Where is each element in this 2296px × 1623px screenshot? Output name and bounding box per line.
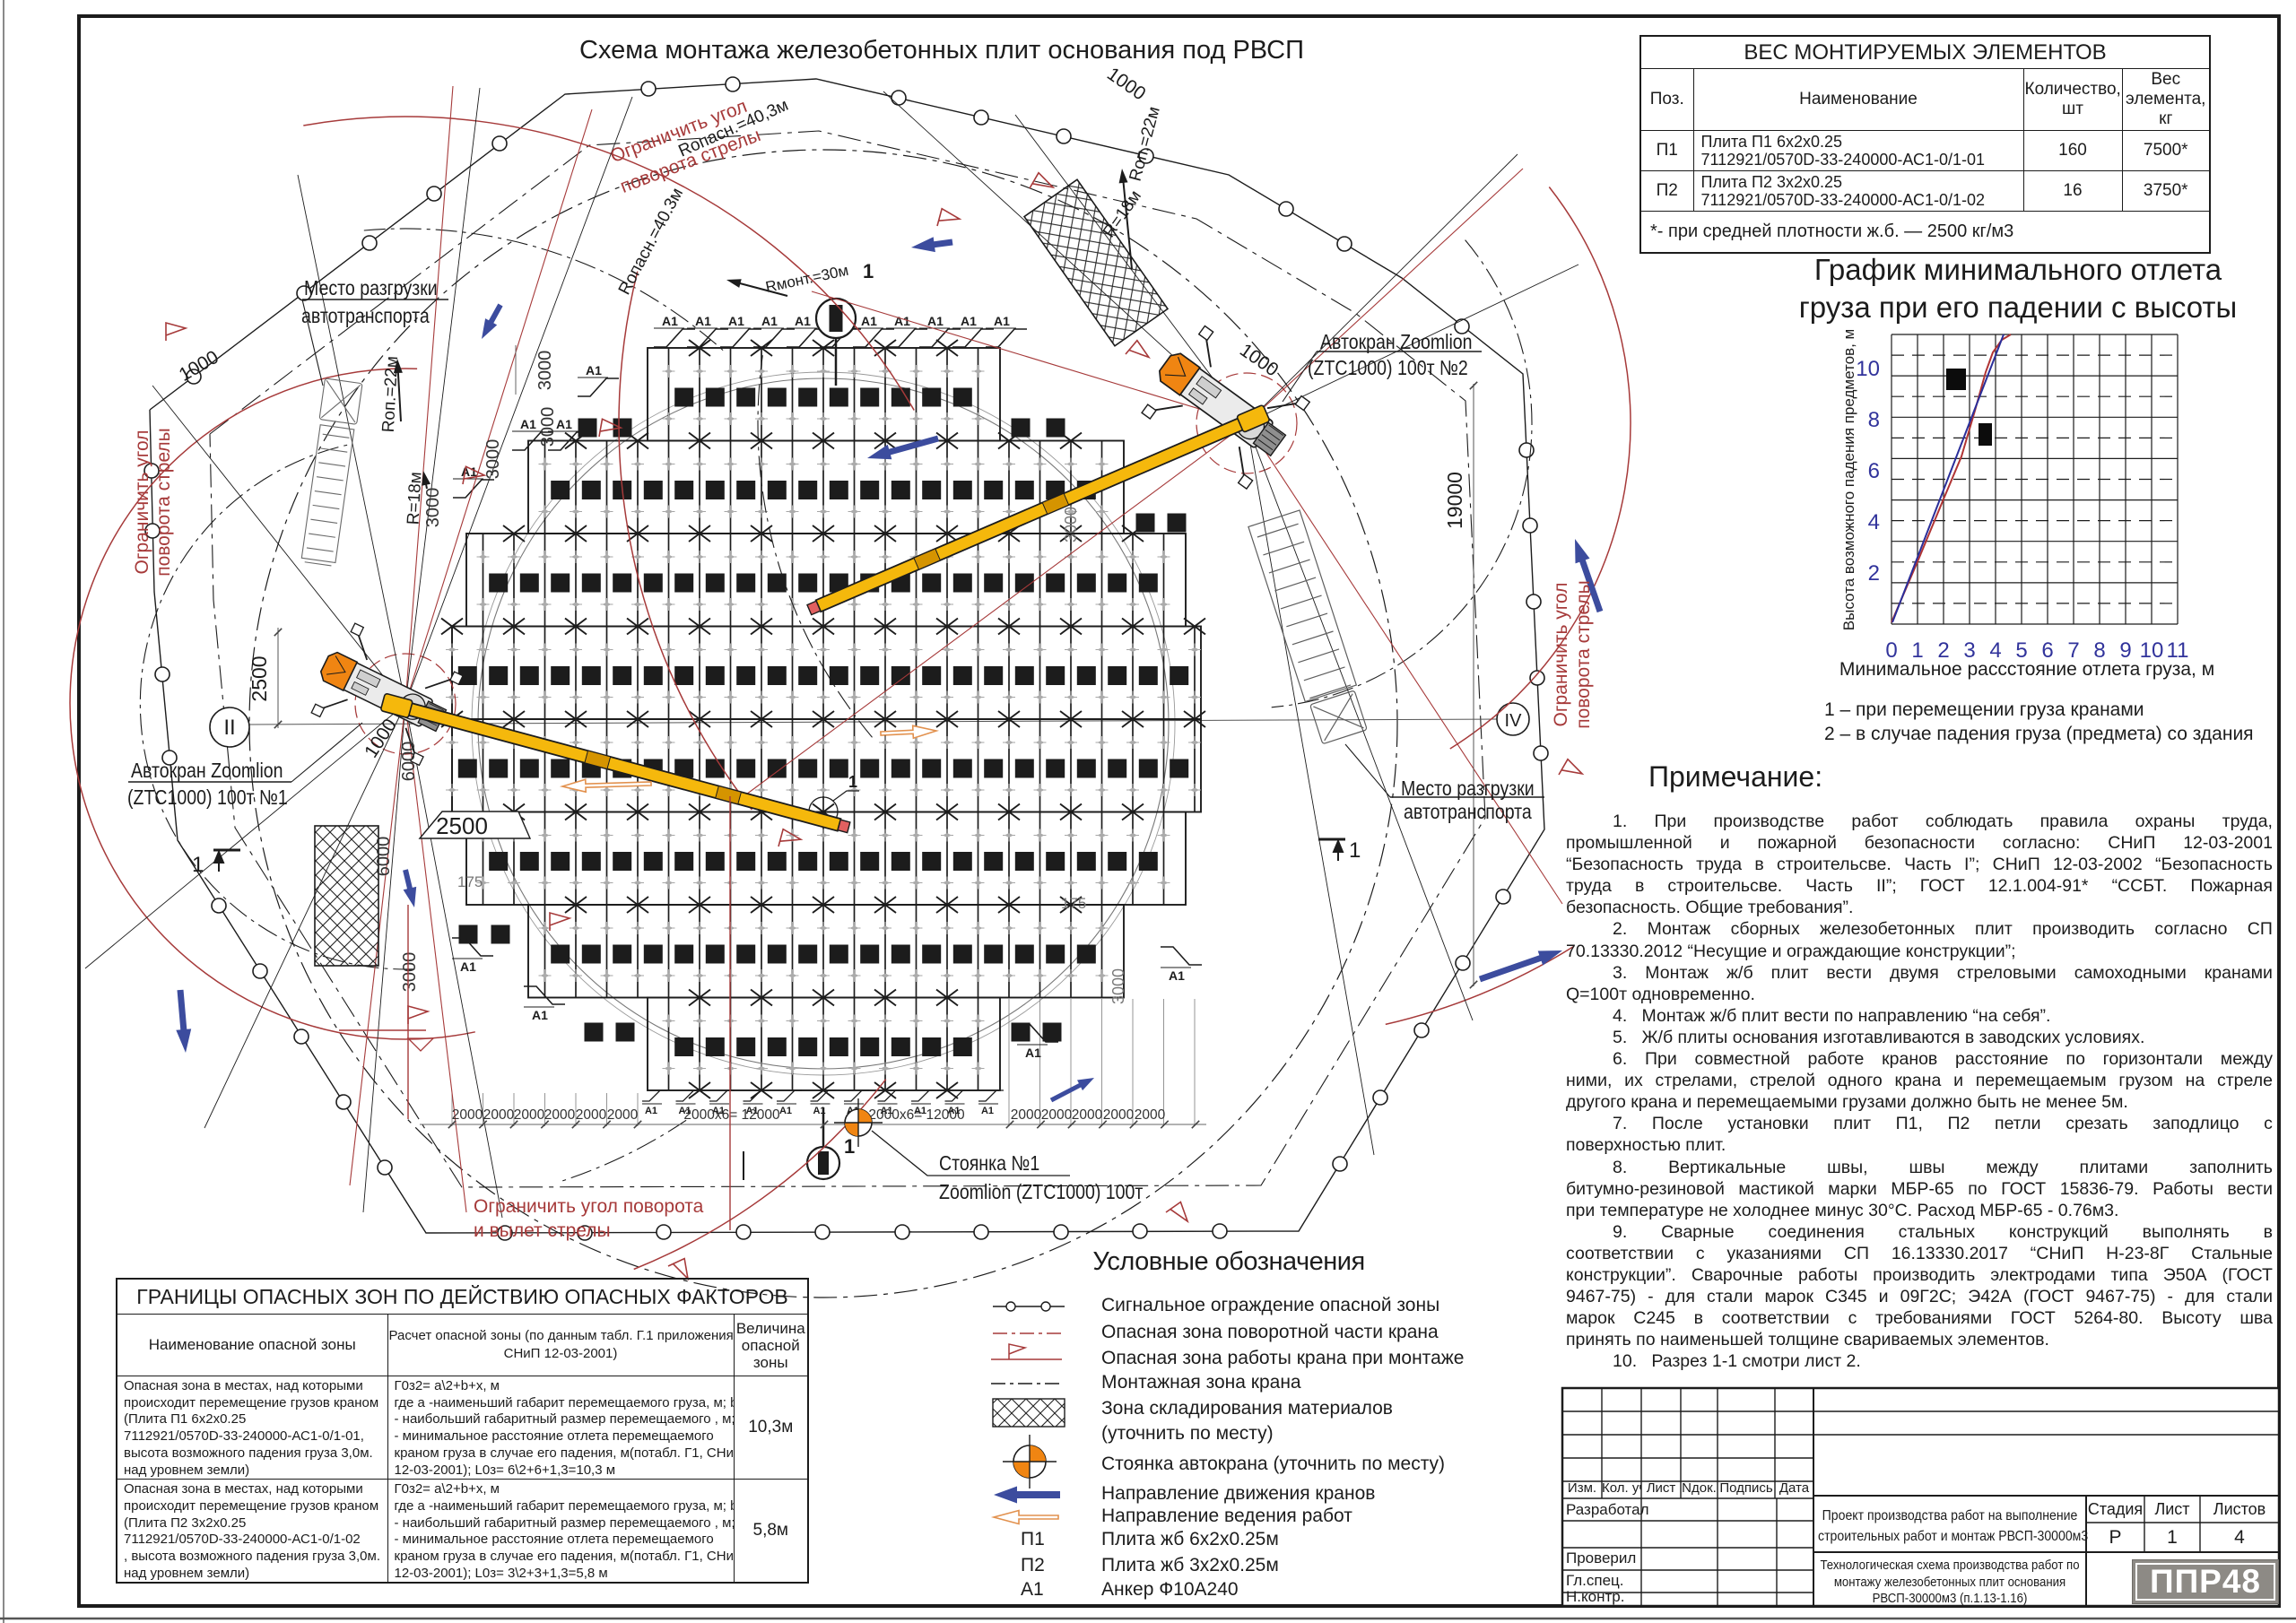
- svg-text:2000: 2000: [1135, 1107, 1166, 1123]
- svg-text:2000: 2000: [514, 1107, 545, 1123]
- svg-text:10: 10: [2140, 638, 2164, 663]
- svg-text:2000: 2000: [1072, 1107, 1103, 1123]
- svg-text:1: 1: [848, 773, 857, 791]
- svg-text:1000: 1000: [1103, 64, 1149, 105]
- svg-text:8: 8: [2093, 638, 2105, 663]
- svg-text:IV: IV: [1505, 711, 1523, 731]
- svg-text:2000: 2000: [576, 1107, 607, 1123]
- svg-text:А1: А1: [1025, 1046, 1041, 1060]
- svg-text:R=18м: R=18м: [1100, 187, 1145, 241]
- svg-text:1: 1: [1911, 638, 1923, 663]
- svg-text:А1: А1: [712, 1106, 725, 1116]
- svg-text:А1: А1: [586, 363, 602, 378]
- svg-text:2000: 2000: [607, 1107, 639, 1123]
- svg-text:А1: А1: [678, 1106, 691, 1116]
- svg-text:175: 175: [457, 873, 483, 890]
- svg-text:А1: А1: [761, 314, 778, 328]
- svg-text:А1: А1: [556, 417, 572, 431]
- svg-text:2500: 2500: [248, 655, 271, 701]
- svg-text:5: 5: [2015, 638, 2027, 663]
- svg-text:3000: 3000: [535, 351, 555, 391]
- svg-text:2000: 2000: [452, 1107, 483, 1123]
- svg-text:4: 4: [1868, 510, 1880, 534]
- svg-text:3000: 3000: [483, 439, 503, 480]
- svg-text:А1: А1: [994, 314, 1010, 328]
- svg-text:2: 2: [1937, 638, 1949, 663]
- svg-text:2: 2: [1868, 561, 1880, 586]
- svg-text:11: 11: [2167, 638, 2189, 663]
- svg-text:2000х6= 12000: 2000х6= 12000: [868, 1107, 965, 1123]
- svg-text:А1: А1: [795, 314, 811, 328]
- svg-text:2000: 2000: [483, 1107, 515, 1123]
- svg-text:3: 3: [1963, 638, 1975, 663]
- svg-text:R=18м: R=18м: [404, 472, 425, 525]
- svg-text:1000: 1000: [1236, 340, 1282, 381]
- svg-text:10: 10: [1856, 357, 1880, 381]
- svg-text:А1: А1: [645, 1106, 657, 1116]
- svg-text:6: 6: [1868, 459, 1880, 483]
- svg-text:6000: 6000: [399, 742, 419, 782]
- svg-text:6: 6: [2041, 638, 2053, 663]
- svg-text:А1: А1: [861, 314, 877, 328]
- svg-text:II: II: [223, 716, 235, 740]
- svg-text:2000: 2000: [1041, 1107, 1073, 1123]
- svg-text:3000: 3000: [423, 488, 443, 528]
- svg-text:А1: А1: [1169, 968, 1185, 983]
- svg-text:А1: А1: [981, 1106, 994, 1116]
- svg-text:А1: А1: [460, 959, 476, 974]
- svg-text:2000х6= 12000: 2000х6= 12000: [683, 1107, 780, 1123]
- svg-text:175: 175: [1061, 895, 1086, 912]
- svg-text:Rоп.=22м: Rоп.=22м: [1126, 105, 1164, 184]
- svg-text:19000: 19000: [1443, 472, 1466, 529]
- svg-text:3000: 3000: [1109, 968, 1127, 1004]
- svg-text:9: 9: [2119, 638, 2131, 663]
- svg-text:1: 1: [1349, 838, 1361, 863]
- svg-text:3000: 3000: [1062, 507, 1080, 542]
- svg-text:А1: А1: [961, 314, 977, 328]
- svg-text:2000: 2000: [1103, 1107, 1135, 1123]
- svg-text:А1: А1: [745, 1106, 758, 1116]
- svg-text:2500: 2500: [436, 812, 488, 839]
- svg-text:2000: 2000: [1011, 1107, 1042, 1123]
- svg-text:А1: А1: [914, 1106, 926, 1116]
- svg-text:А1: А1: [947, 1106, 960, 1116]
- svg-text:А1: А1: [779, 1106, 792, 1116]
- svg-text:3000: 3000: [400, 952, 420, 993]
- svg-text:6000: 6000: [374, 837, 394, 877]
- svg-text:Rопасн.=40.3м: Rопасн.=40.3м: [615, 185, 687, 298]
- svg-text:1: 1: [844, 1135, 855, 1158]
- svg-text:А1: А1: [695, 314, 711, 328]
- svg-text:1000: 1000: [361, 716, 401, 762]
- svg-text:7: 7: [2067, 638, 2079, 663]
- svg-text:1: 1: [192, 853, 204, 877]
- svg-text:А1: А1: [880, 1106, 892, 1116]
- svg-text:2000: 2000: [544, 1107, 576, 1123]
- svg-text:А1: А1: [927, 314, 944, 328]
- svg-text:А1: А1: [520, 417, 536, 431]
- svg-text:0: 0: [1885, 638, 1897, 663]
- svg-text:8: 8: [1868, 408, 1880, 432]
- svg-text:1: 1: [863, 260, 874, 282]
- svg-text:3000: 3000: [538, 407, 558, 447]
- svg-text:А1: А1: [728, 314, 744, 328]
- svg-text:Rмонт.=30м: Rмонт.=30м: [764, 262, 850, 296]
- svg-text:А1: А1: [532, 1008, 548, 1022]
- svg-text:4: 4: [1989, 638, 2001, 663]
- svg-text:А1: А1: [662, 314, 678, 328]
